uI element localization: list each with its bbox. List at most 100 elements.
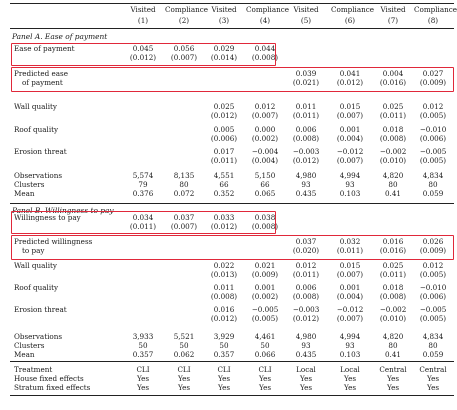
stat-value: 4,820 — [382, 332, 404, 341]
stat-value: 0.062 — [173, 350, 195, 359]
stat-value: 0.352 — [213, 189, 235, 198]
stat-value: 0.072 — [173, 189, 195, 198]
coefficient: 0.006 — [295, 125, 317, 134]
footer-rule — [10, 361, 454, 362]
footer-label: Treatment — [14, 365, 53, 374]
column-header-name: Visited — [293, 5, 319, 14]
coefficient: 0.006 — [295, 283, 317, 292]
footer-value: Yes — [386, 383, 400, 392]
coefficient: 0.034 — [132, 213, 154, 222]
stat-value: 4,980 — [295, 332, 317, 341]
stat-value: 93 — [301, 341, 311, 350]
stat-label: Clusters — [14, 341, 45, 350]
standard-error: (0.014) — [210, 53, 238, 62]
coefficient: 0.016 — [213, 305, 235, 314]
top-rule — [10, 3, 454, 4]
standard-error: (0.011) — [379, 111, 407, 120]
stat-value: 93 — [345, 180, 355, 189]
row-label: of payment — [22, 78, 63, 87]
column-header-name: Compliance — [246, 5, 290, 14]
stat-value: 79 — [138, 180, 148, 189]
stat-value: 93 — [345, 341, 355, 350]
standard-error: (0.007) — [251, 111, 279, 120]
footer-value: Local — [340, 365, 360, 374]
stat-value: 50 — [179, 341, 189, 350]
stat-value: 0.435 — [295, 350, 317, 359]
footer-value: Yes — [217, 383, 231, 392]
stat-label: Mean — [14, 350, 35, 359]
standard-error: (0.007) — [170, 222, 198, 231]
coefficient: 0.056 — [173, 44, 195, 53]
standard-error: (0.009) — [419, 246, 447, 255]
stat-value: 50 — [138, 341, 148, 350]
standard-error: (0.004) — [336, 134, 364, 143]
coefficient: 0.001 — [254, 283, 276, 292]
footer-value: Yes — [386, 374, 400, 383]
row-label: to pay — [22, 246, 45, 255]
coefficient: −0.012 — [336, 305, 364, 314]
footer-value: Yes — [426, 383, 440, 392]
coefficient: 0.011 — [213, 283, 235, 292]
coefficient: 0.025 — [382, 102, 404, 111]
standard-error: (0.007) — [170, 53, 198, 62]
row-label: Predicted ease — [14, 69, 68, 78]
column-header-number: (7) — [387, 16, 399, 25]
standard-error: (0.005) — [419, 314, 447, 323]
coefficient: 0.012 — [422, 261, 444, 270]
coefficient: 0.017 — [213, 147, 235, 156]
highlight-box — [11, 43, 276, 66]
coefficient: 0.000 — [254, 125, 276, 134]
standard-error: (0.008) — [210, 292, 238, 301]
panel-title: Panel A. Ease of payment — [12, 32, 108, 41]
footer-value: Yes — [426, 374, 440, 383]
stat-value: 3,933 — [132, 332, 154, 341]
footer-value: Yes — [343, 374, 357, 383]
stat-value: 5,574 — [132, 171, 154, 180]
standard-error: (0.005) — [251, 314, 279, 323]
stat-value: 0.357 — [213, 350, 235, 359]
footer-value: CLI — [177, 365, 191, 374]
coefficient: 0.005 — [213, 125, 235, 134]
footer-value: CLI — [217, 365, 231, 374]
footer-value: Yes — [258, 374, 272, 383]
footer-value: CLI — [258, 365, 272, 374]
coefficient: 0.027 — [422, 69, 444, 78]
coefficient: −0.002 — [379, 305, 407, 314]
standard-error: (0.008) — [292, 292, 320, 301]
footer-value: Yes — [177, 383, 191, 392]
stat-value: 0.066 — [254, 350, 276, 359]
standard-error: (0.007) — [336, 314, 364, 323]
highlight-box — [11, 211, 276, 234]
standard-error: (0.012) — [129, 53, 157, 62]
standard-error: (0.016) — [379, 78, 407, 87]
column-header-name: Visited — [211, 5, 237, 14]
footer-value: Yes — [299, 383, 313, 392]
coefficient: 0.044 — [254, 44, 276, 53]
standard-error: (0.008) — [251, 53, 279, 62]
stat-value: 8,135 — [173, 171, 195, 180]
column-header-number: (8) — [427, 16, 439, 25]
coefficient: 0.012 — [422, 102, 444, 111]
footer-value: Yes — [217, 374, 231, 383]
column-header-number: (3) — [218, 16, 230, 25]
row-label: Ease of payment — [14, 44, 75, 53]
footer-label: House fixed effects — [14, 374, 84, 383]
coefficient: 0.032 — [339, 237, 361, 246]
coefficient: 0.001 — [339, 125, 361, 134]
coefficient: −0.005 — [419, 305, 447, 314]
standard-error: (0.002) — [251, 134, 279, 143]
coefficient: 0.039 — [295, 69, 317, 78]
column-header-name: Visited — [130, 5, 156, 14]
standard-error: (0.010) — [379, 156, 407, 165]
standard-error: (0.005) — [419, 111, 447, 120]
stat-value: 80 — [179, 180, 189, 189]
stat-label: Clusters — [14, 180, 45, 189]
column-header-number: (6) — [344, 16, 356, 25]
coefficient: 0.001 — [339, 283, 361, 292]
stat-value: 0.103 — [339, 350, 361, 359]
footer-value: Central — [419, 365, 447, 374]
stat-value: 0.059 — [422, 350, 444, 359]
coefficient: −0.003 — [292, 305, 320, 314]
row-label: Erosion threat — [14, 305, 67, 314]
